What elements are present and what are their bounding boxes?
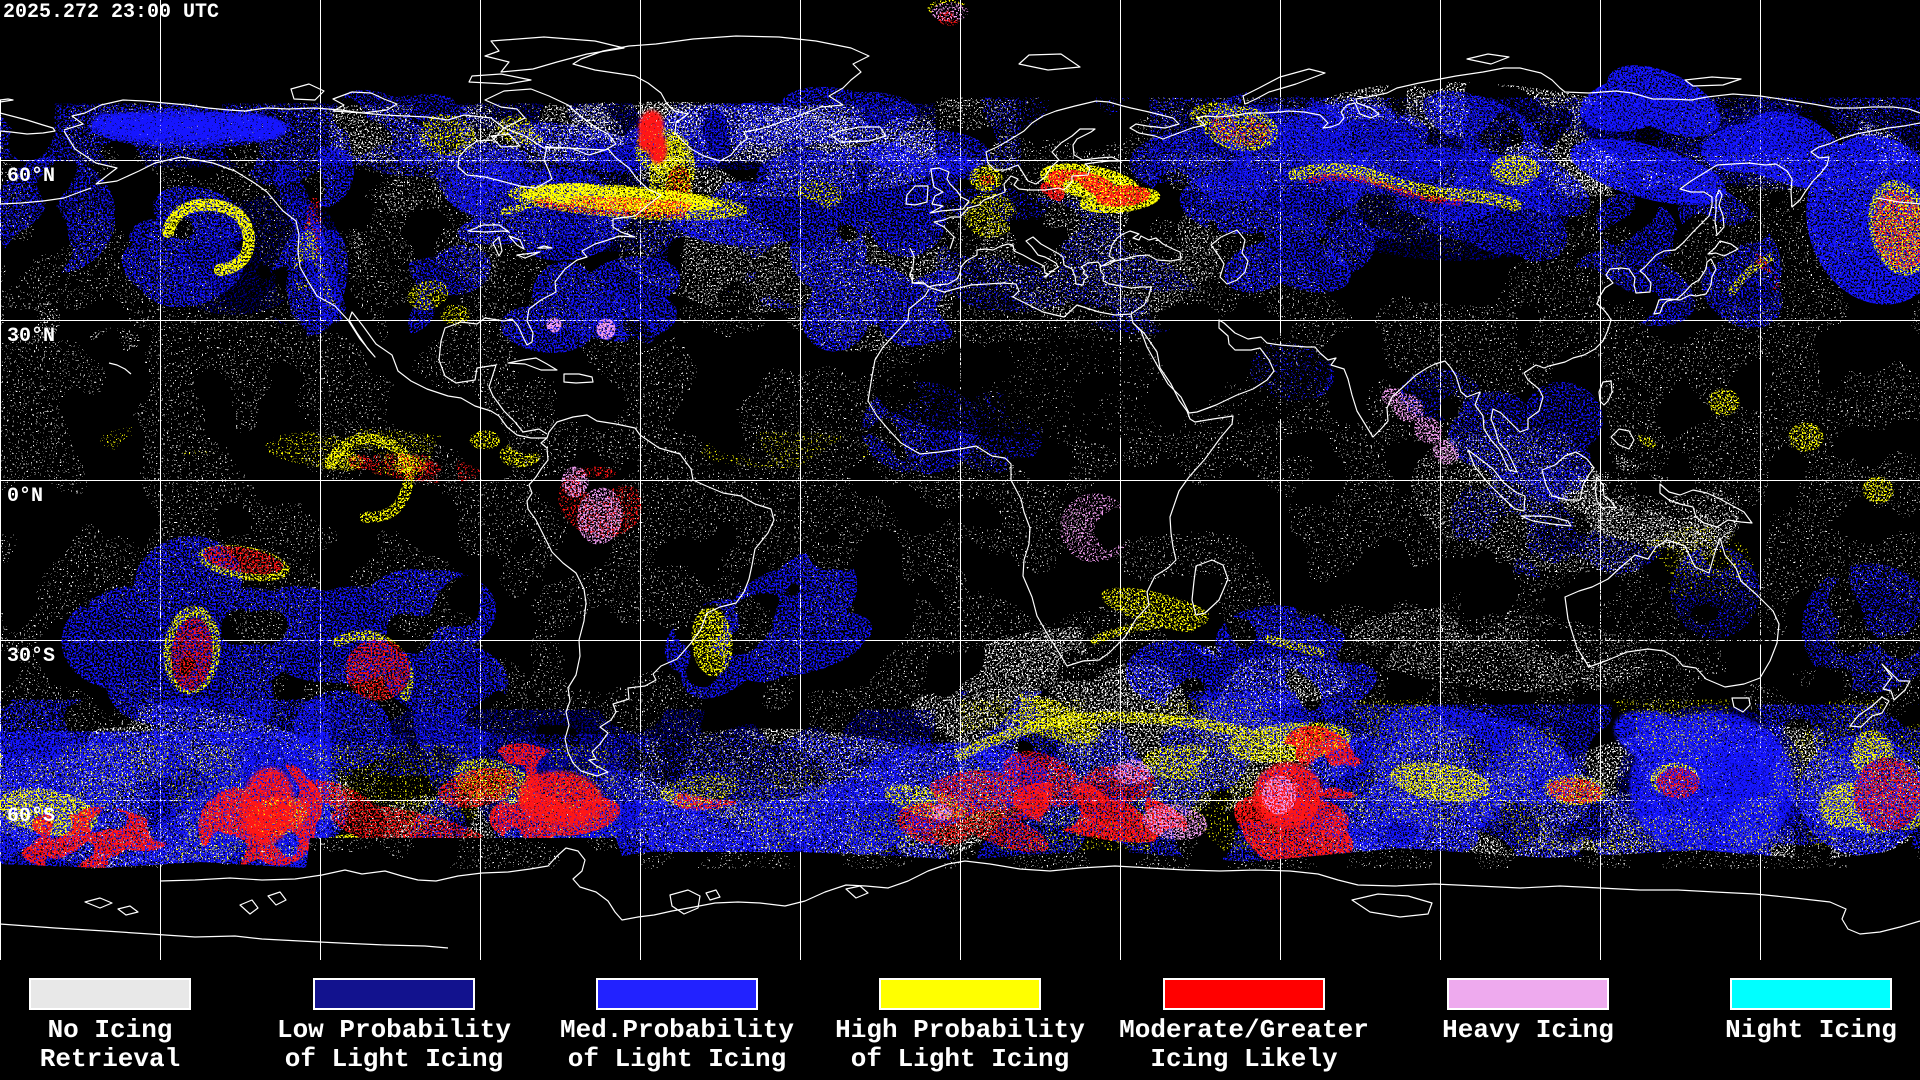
svg-text:No Icing: No Icing xyxy=(48,1015,173,1045)
svg-text:0°N: 0°N xyxy=(7,485,43,508)
svg-text:of Light Icing: of Light Icing xyxy=(568,1044,786,1074)
svg-text:60°N: 60°N xyxy=(7,165,55,188)
svg-text:Night Icing: Night Icing xyxy=(1725,1015,1897,1045)
svg-text:of Light Icing: of Light Icing xyxy=(851,1044,1069,1074)
svg-text:30°N: 30°N xyxy=(7,325,55,348)
svg-text:30°S: 30°S xyxy=(7,645,55,668)
svg-text:Low Probability: Low Probability xyxy=(277,1015,511,1045)
svg-text:Heavy Icing: Heavy Icing xyxy=(1442,1015,1614,1045)
svg-text:Med.Probability: Med.Probability xyxy=(560,1015,794,1045)
svg-text:High Probability: High Probability xyxy=(835,1015,1085,1045)
svg-text:of Light Icing: of Light Icing xyxy=(285,1044,503,1074)
svg-text:Retrieval: Retrieval xyxy=(40,1044,180,1074)
svg-text:60°S: 60°S xyxy=(7,805,55,828)
svg-text:2025.272 23:00 UTC: 2025.272 23:00 UTC xyxy=(3,1,219,24)
svg-text:Icing Likely: Icing Likely xyxy=(1150,1044,1338,1074)
svg-text:Moderate/Greater: Moderate/Greater xyxy=(1119,1015,1369,1045)
